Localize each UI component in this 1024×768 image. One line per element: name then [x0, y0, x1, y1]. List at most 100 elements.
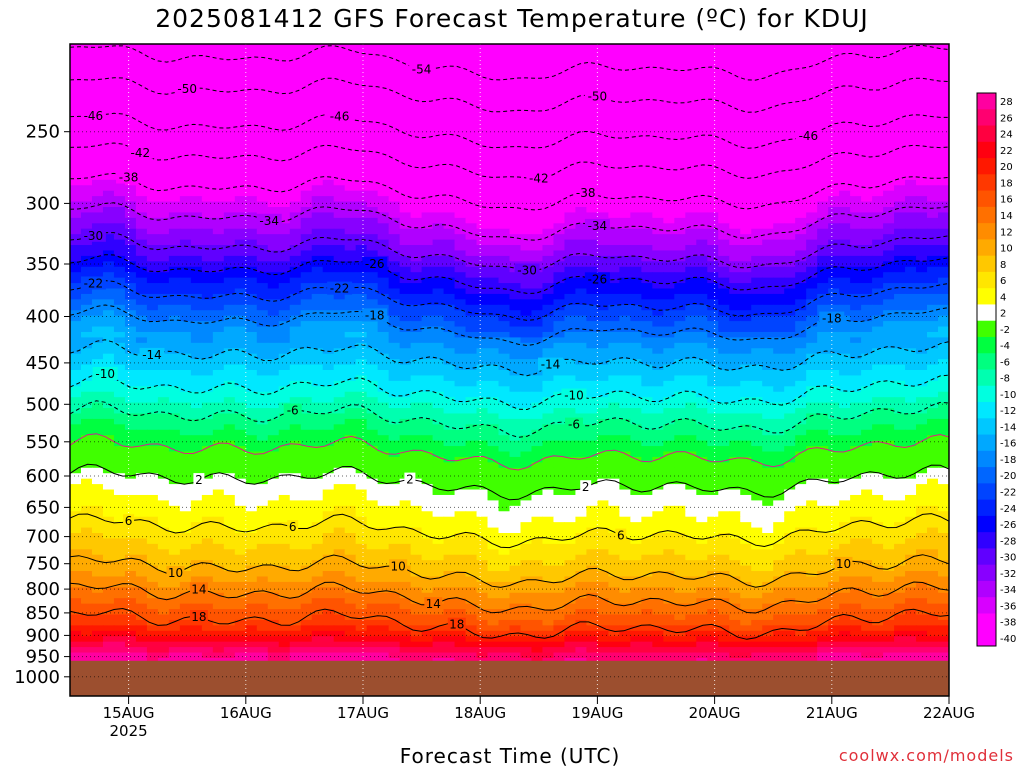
field-cell — [245, 234, 258, 241]
field-cell — [586, 353, 598, 360]
field-cell — [146, 359, 159, 366]
field-cell — [432, 283, 445, 290]
field-cell — [806, 293, 818, 300]
field-cell — [245, 212, 258, 219]
field-cell — [432, 141, 445, 148]
field-cell — [201, 310, 214, 317]
field-cell — [586, 136, 598, 143]
field-cell — [234, 380, 247, 387]
field-cell — [190, 44, 203, 51]
field-cell — [663, 342, 675, 349]
field-cell — [696, 310, 708, 317]
field-cell — [388, 255, 401, 262]
field-cell — [366, 326, 379, 333]
field-cell — [850, 136, 862, 143]
field-cell — [311, 147, 324, 154]
field-cell — [586, 234, 598, 241]
field-cell — [322, 87, 335, 94]
field-cell — [333, 152, 346, 159]
field-cell — [388, 92, 401, 99]
field-cell — [223, 114, 236, 121]
field-cell — [399, 190, 412, 197]
field-cell — [157, 228, 170, 235]
field-cell — [542, 190, 555, 197]
field-cell — [828, 125, 840, 132]
field-cell — [432, 250, 445, 257]
field-cell — [784, 217, 796, 224]
field-cell — [509, 342, 522, 349]
field-cell — [135, 168, 148, 175]
field-cell — [597, 310, 609, 317]
field-cell — [509, 331, 522, 338]
field-cell — [806, 103, 818, 110]
field-cell — [124, 158, 137, 165]
field-cell — [300, 44, 313, 51]
field-cell — [542, 348, 555, 355]
field-cell — [454, 87, 467, 94]
field-cell — [850, 304, 862, 311]
field-cell — [135, 190, 148, 197]
field-cell — [740, 277, 752, 284]
field-cell — [850, 321, 862, 328]
field-cell — [322, 359, 335, 366]
field-cell — [608, 125, 620, 132]
field-cell — [740, 288, 752, 295]
field-cell — [773, 120, 785, 127]
field-cell — [201, 228, 214, 235]
field-cell — [322, 217, 335, 224]
field-cell — [80, 130, 93, 137]
field-cell — [102, 201, 115, 208]
field-cell — [201, 217, 214, 224]
field-cell — [520, 234, 533, 241]
field-cell — [806, 168, 818, 175]
field-cell — [135, 109, 148, 116]
field-cell — [685, 120, 697, 127]
field-cell — [113, 337, 126, 344]
field-cell — [509, 130, 522, 137]
field-cell — [663, 201, 675, 208]
field-cell — [630, 49, 642, 56]
field-cell — [344, 152, 357, 159]
field-cell — [927, 348, 939, 355]
field-cell — [608, 375, 620, 382]
field-cell — [366, 321, 379, 328]
field-cell — [883, 321, 895, 328]
field-cell — [927, 201, 939, 208]
field-cell — [388, 277, 401, 284]
field-cell — [487, 261, 500, 268]
field-cell — [938, 337, 949, 344]
field-cell — [927, 103, 939, 110]
field-cell — [553, 147, 566, 154]
field-cell — [333, 76, 346, 83]
field-cell — [498, 60, 511, 67]
field-cell — [300, 283, 313, 290]
field-cell — [146, 141, 159, 148]
field-cell — [421, 179, 434, 186]
field-cell — [366, 158, 379, 165]
field-cell — [652, 65, 664, 72]
field-cell — [520, 370, 533, 377]
field-cell — [245, 136, 258, 143]
field-cell — [443, 92, 456, 99]
field-cell — [630, 163, 642, 170]
field-cell — [520, 141, 533, 148]
field-cell — [256, 228, 269, 235]
field-cell — [751, 353, 763, 360]
field-cell — [388, 223, 401, 230]
field-cell — [311, 326, 324, 333]
field-cell — [509, 65, 522, 72]
field-cell — [850, 223, 862, 230]
field-cell — [597, 337, 609, 344]
field-cell — [729, 255, 741, 262]
field-cell — [817, 375, 829, 382]
field-cell — [553, 283, 566, 290]
field-cell — [740, 255, 752, 262]
field-cell — [388, 370, 401, 377]
field-cell — [454, 158, 467, 165]
field-cell — [168, 136, 181, 143]
field-cell — [509, 299, 522, 306]
field-cell — [487, 49, 500, 56]
field-cell — [223, 136, 236, 143]
field-cell — [751, 288, 763, 295]
field-cell — [696, 196, 708, 203]
